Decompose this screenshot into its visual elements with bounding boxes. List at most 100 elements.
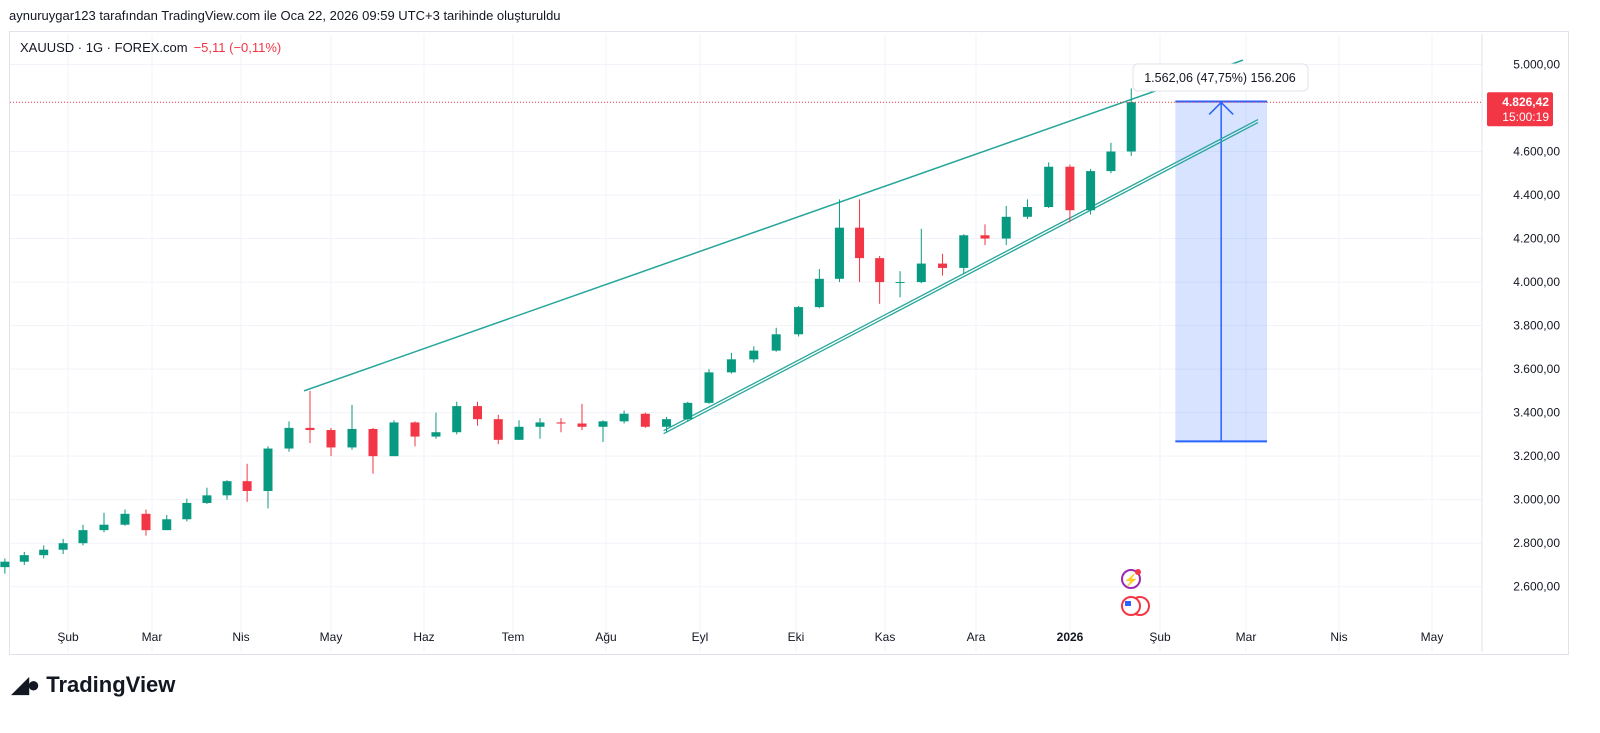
x-tick-label: Mar bbox=[142, 630, 163, 644]
candle bbox=[598, 420, 608, 443]
candle-body bbox=[514, 426, 524, 440]
candle-body bbox=[202, 495, 212, 503]
candle-body bbox=[410, 422, 420, 437]
x-tick-label: Eyl bbox=[692, 630, 709, 644]
candle-body bbox=[683, 402, 693, 420]
candle-body bbox=[0, 561, 10, 568]
candle-body bbox=[222, 481, 232, 496]
x-tick-label: Kas bbox=[875, 630, 896, 644]
candle bbox=[305, 390, 315, 444]
candle-body bbox=[182, 502, 192, 520]
candle-body bbox=[1106, 151, 1116, 172]
x-tick-label: Mar bbox=[1236, 630, 1257, 644]
y-tick-label: 2.600,00 bbox=[1513, 580, 1560, 594]
y-tick-label: 2.800,00 bbox=[1513, 536, 1560, 550]
candle-body bbox=[473, 406, 482, 420]
y-tick-label: 4.200,00 bbox=[1513, 232, 1560, 246]
candle bbox=[726, 352, 736, 374]
candle bbox=[1022, 199, 1032, 219]
x-tick-label: Tem bbox=[502, 630, 525, 644]
candle-body bbox=[305, 427, 315, 431]
candle-body bbox=[980, 235, 990, 239]
candle-body bbox=[120, 513, 130, 525]
candle-body bbox=[493, 419, 503, 440]
lightning-event-icon bbox=[1121, 569, 1141, 589]
last-price-label: 4.826,42 bbox=[1502, 95, 1549, 109]
candle bbox=[514, 420, 524, 440]
candle-body bbox=[284, 427, 294, 449]
candle bbox=[19, 551, 29, 565]
lightning-glyph: ⚡ bbox=[1124, 573, 1139, 587]
trendline-channel bbox=[663, 121, 1259, 435]
candle-body bbox=[598, 421, 608, 427]
y-tick-label: 3.200,00 bbox=[1513, 449, 1560, 463]
candle-body bbox=[1126, 102, 1136, 152]
candle-body bbox=[855, 227, 865, 259]
candle bbox=[368, 427, 378, 474]
candle bbox=[794, 306, 804, 337]
candle bbox=[749, 346, 759, 363]
y-tick-label: 3.800,00 bbox=[1513, 319, 1560, 333]
x-tick-label: Nis bbox=[1330, 630, 1347, 644]
x-tick-label: Haz bbox=[413, 630, 434, 644]
candle-body bbox=[726, 359, 736, 373]
candle-body bbox=[771, 334, 781, 351]
candle bbox=[263, 446, 273, 509]
candle-body bbox=[535, 422, 545, 427]
candle-body bbox=[368, 428, 378, 457]
candle-body bbox=[263, 448, 273, 491]
trendline-upper bbox=[303, 59, 1244, 392]
candle bbox=[493, 414, 503, 445]
x-tick-label: Nis bbox=[232, 630, 249, 644]
candle bbox=[556, 418, 566, 433]
symbol-title: XAUUSD · 1G · FOREX.com bbox=[20, 40, 188, 55]
symbol-legend[interactable]: XAUUSD · 1G · FOREX.com −5,11 (−0,11%) bbox=[20, 40, 281, 55]
candle-body bbox=[619, 413, 629, 422]
candle bbox=[452, 401, 462, 435]
candle bbox=[834, 199, 844, 283]
candle-body bbox=[58, 543, 68, 550]
candle bbox=[58, 538, 68, 555]
candle bbox=[389, 420, 399, 457]
candle bbox=[347, 405, 357, 450]
candle bbox=[771, 327, 781, 352]
candle bbox=[1001, 205, 1011, 246]
candle bbox=[1126, 88, 1136, 156]
candle-body bbox=[556, 422, 566, 424]
candle bbox=[895, 271, 905, 298]
candle-body bbox=[242, 481, 252, 491]
candle bbox=[704, 369, 714, 404]
price-change: −5,11 (−0,11%) bbox=[193, 40, 282, 55]
x-tick-label: May bbox=[1421, 630, 1444, 644]
trendline-channel bbox=[663, 118, 1259, 432]
candle-body bbox=[162, 519, 172, 531]
candle-body bbox=[452, 406, 462, 433]
candle bbox=[162, 514, 172, 531]
candle bbox=[916, 228, 926, 284]
candle bbox=[410, 421, 420, 447]
x-tick-label: Şub bbox=[57, 630, 79, 644]
candle bbox=[1044, 162, 1054, 209]
candle-body bbox=[895, 282, 905, 284]
bar-countdown-label: 15:00:19 bbox=[1502, 110, 1549, 124]
candle bbox=[938, 253, 948, 276]
candle-body bbox=[875, 258, 885, 283]
candle bbox=[640, 412, 650, 428]
candle bbox=[141, 509, 151, 536]
candle bbox=[99, 512, 109, 533]
candle bbox=[242, 463, 252, 502]
tradingview-logo[interactable]: ◢● TradingView bbox=[12, 672, 175, 698]
x-tick-label: Ara bbox=[967, 630, 986, 644]
candle-body bbox=[431, 432, 441, 437]
y-tick-label: 4.400,00 bbox=[1513, 188, 1560, 202]
x-tick-label: Eki bbox=[788, 630, 805, 644]
candle bbox=[1086, 168, 1096, 215]
candle bbox=[222, 480, 232, 500]
y-tick-label: 4.600,00 bbox=[1513, 145, 1560, 159]
candle bbox=[959, 234, 969, 274]
candle-body bbox=[389, 422, 399, 457]
candle bbox=[473, 401, 482, 426]
candle-body bbox=[1044, 166, 1054, 207]
candle-body bbox=[78, 530, 88, 544]
